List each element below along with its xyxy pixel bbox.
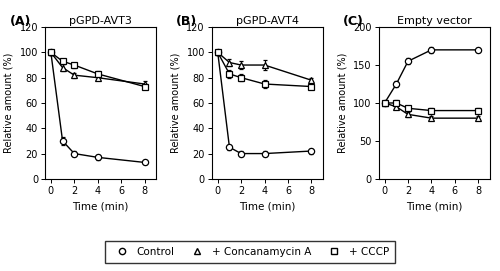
Title: Empty vector: Empty vector	[397, 16, 472, 26]
Text: (C): (C)	[343, 15, 364, 28]
X-axis label: Time (min): Time (min)	[406, 201, 462, 211]
Y-axis label: Relative amount (%): Relative amount (%)	[4, 53, 14, 153]
Title: pGPD-AVT3: pGPD-AVT3	[69, 16, 132, 26]
Text: (B): (B)	[176, 15, 198, 28]
Y-axis label: Relative amount (%): Relative amount (%)	[338, 53, 348, 153]
X-axis label: Time (min): Time (min)	[240, 201, 296, 211]
Legend: Control, + Concanamycin A, + CCCP: Control, + Concanamycin A, + CCCP	[105, 241, 395, 263]
X-axis label: Time (min): Time (min)	[72, 201, 129, 211]
Y-axis label: Relative amount (%): Relative amount (%)	[171, 53, 181, 153]
Title: pGPD-AVT4: pGPD-AVT4	[236, 16, 299, 26]
Text: (A): (A)	[10, 15, 31, 28]
